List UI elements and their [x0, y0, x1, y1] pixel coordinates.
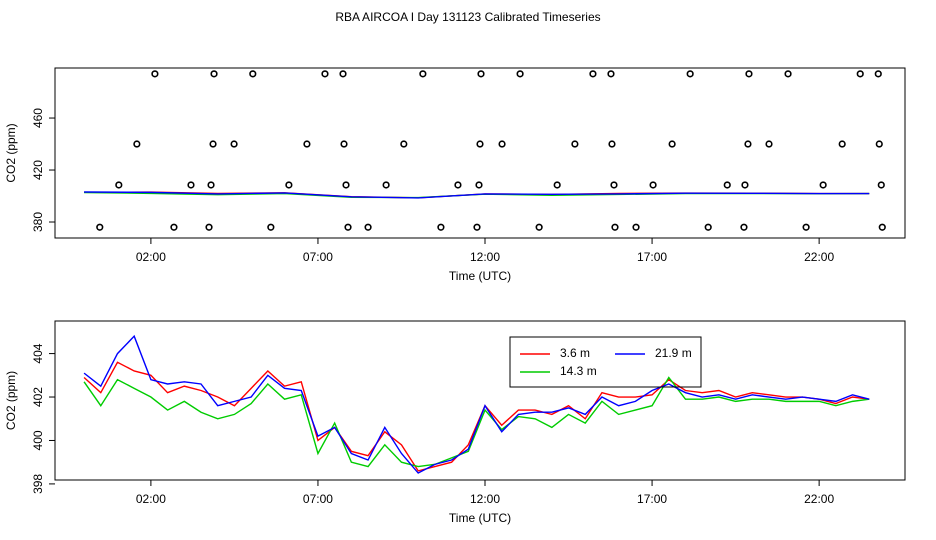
- calibration-point: [877, 181, 885, 189]
- calibration-point: [339, 70, 347, 78]
- x-tick-label: 17:00: [637, 492, 667, 506]
- calibration-point: [744, 140, 752, 148]
- x-tick-label: 22:00: [804, 250, 834, 264]
- calibration-point: [875, 140, 883, 148]
- calibration-point: [96, 223, 104, 231]
- line-series: [83, 361, 870, 472]
- calibration-point: [723, 181, 731, 189]
- calibration-point: [608, 140, 616, 148]
- calibration-point: [364, 223, 372, 231]
- calibration-point: [611, 223, 619, 231]
- y-tick-label: 402: [31, 387, 45, 407]
- plot-frame: [54, 320, 906, 481]
- x-tick-label: 07:00: [303, 492, 333, 506]
- calibration-point: [419, 70, 427, 78]
- legend-label: 14.3 m: [560, 364, 597, 378]
- calibration-point: [207, 181, 215, 189]
- calibration-point: [668, 140, 676, 148]
- calibration-point: [819, 181, 827, 189]
- x-tick-label: 22:00: [804, 492, 834, 506]
- calibration-point: [187, 181, 195, 189]
- calibration-point: [856, 70, 864, 78]
- calibration-point: [437, 223, 445, 231]
- calibration-point: [784, 70, 792, 78]
- calibration-point: [704, 223, 712, 231]
- legend-label: 21.9 m: [655, 346, 692, 360]
- calibration-point: [516, 70, 524, 78]
- calibration-point: [498, 140, 506, 148]
- calibration-point: [610, 181, 618, 189]
- calibration-point: [209, 140, 217, 148]
- y-tick-label: 404: [31, 343, 45, 363]
- calibration-point: [571, 140, 579, 148]
- calibration-point: [741, 181, 749, 189]
- calibration-point: [170, 223, 178, 231]
- legend-frame: [509, 336, 702, 388]
- line-series: [83, 334, 870, 474]
- x-tick-label: 07:00: [303, 250, 333, 264]
- calibration-point: [473, 223, 481, 231]
- calibration-point: [321, 70, 329, 78]
- calibration-point: [686, 70, 694, 78]
- calibration-point: [205, 223, 213, 231]
- calibration-point: [151, 70, 159, 78]
- calibration-point: [475, 181, 483, 189]
- y-tick-label: 398: [31, 474, 45, 494]
- calibration-point: [802, 223, 810, 231]
- calibration-point: [476, 140, 484, 148]
- calibration-point: [553, 181, 561, 189]
- y-tick-label: 460: [31, 108, 45, 128]
- chart-title: RBA AIRCOA I Day 131123 Calibrated Times…: [335, 10, 600, 24]
- y-tick-label: 380: [31, 212, 45, 232]
- calibration-point: [838, 140, 846, 148]
- y-axis-title: CO2 (ppm): [4, 123, 18, 182]
- calibration-point: [133, 140, 141, 148]
- calibration-point: [477, 70, 485, 78]
- x-axis-title: Time (UTC): [449, 511, 511, 525]
- x-tick-label: 02:00: [136, 250, 166, 264]
- line-series: [84, 191, 870, 199]
- calibration-point: [382, 181, 390, 189]
- line-series: [83, 376, 870, 468]
- calibration-point: [649, 181, 657, 189]
- y-tick-label: 400: [31, 430, 45, 450]
- calibration-point: [210, 70, 218, 78]
- calibration-point: [765, 140, 773, 148]
- calibration-point: [874, 70, 882, 78]
- calibration-point: [632, 223, 640, 231]
- calibration-point: [745, 70, 753, 78]
- calibration-point: [607, 70, 615, 78]
- calibration-point: [400, 140, 408, 148]
- calibration-point: [285, 181, 293, 189]
- calibration-point: [267, 223, 275, 231]
- calibration-point: [115, 181, 123, 189]
- x-tick-label: 12:00: [470, 250, 500, 264]
- plot-frame: [54, 67, 906, 239]
- calibration-point: [303, 140, 311, 148]
- x-tick-label: 12:00: [470, 492, 500, 506]
- x-axis-title: Time (UTC): [449, 269, 511, 283]
- calibration-point: [878, 223, 886, 231]
- y-axis-title: CO2 (ppm): [4, 371, 18, 430]
- x-tick-label: 02:00: [136, 492, 166, 506]
- calibration-point: [230, 140, 238, 148]
- x-tick-label: 17:00: [637, 250, 667, 264]
- calibration-point: [342, 181, 350, 189]
- calibration-point: [454, 181, 462, 189]
- calibration-point: [740, 223, 748, 231]
- calibration-point: [589, 70, 597, 78]
- calibration-point: [344, 223, 352, 231]
- calibration-point: [340, 140, 348, 148]
- calibration-point: [535, 223, 543, 231]
- y-tick-label: 420: [31, 160, 45, 180]
- calibration-point: [249, 70, 257, 78]
- legend-label: 3.6 m: [560, 346, 590, 360]
